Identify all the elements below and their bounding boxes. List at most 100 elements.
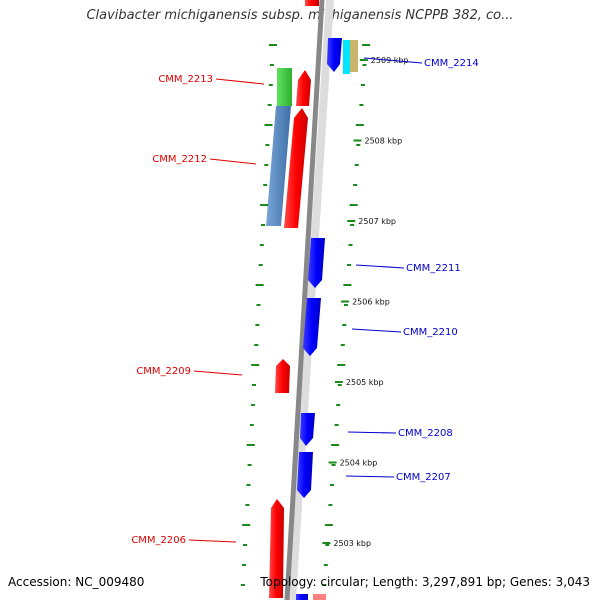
scale-tick-outer [340, 344, 345, 346]
gene-label-cmm-2210[interactable]: CMM_2210 [403, 327, 458, 338]
gene-label-cmm-2209[interactable]: CMM_2209 [136, 366, 191, 377]
gene-leader-line [209, 158, 257, 165]
gene-arrow-cmm-2211[interactable] [308, 238, 325, 288]
gene-arrow-cmm-2214[interactable] [327, 38, 342, 72]
scale-major-tick [341, 300, 350, 303]
scale-tick-inner [264, 164, 269, 166]
scale-tick-outer [347, 264, 351, 266]
scale-tick-label: 2507 kbp [358, 217, 396, 226]
scale-tick-inner [246, 444, 255, 446]
gene-label-cmm-2211[interactable]: CMM_2211 [406, 263, 461, 274]
gene-arrow-cmm-2213[interactable] [296, 70, 311, 106]
scale-tick-outer [336, 404, 341, 406]
scale-tick-inner [242, 524, 251, 526]
feature-green[interactable] [277, 68, 292, 106]
gene-label-cmm-2206[interactable]: CMM_2206 [131, 535, 186, 546]
gene-arrow-cmm-2206[interactable] [269, 499, 284, 598]
gene-arrow-cmm-2209[interactable] [275, 359, 290, 393]
scale-tick-inner [256, 304, 261, 306]
gene-arrow-cmm-2207[interactable] [297, 452, 313, 498]
scale-tick-label: 2504 kbp [340, 459, 378, 468]
scale-tick-inner [254, 344, 259, 346]
gene-leader-line [351, 328, 402, 333]
scale-major-tick [322, 542, 331, 544]
scale-tick-inner [267, 104, 272, 106]
gene-label-cmm-2208[interactable]: CMM_2208 [398, 428, 453, 439]
gene-leader-line [347, 431, 397, 434]
scale-tick-outer [325, 544, 330, 546]
feature-tan[interactable] [350, 40, 358, 72]
scale-tick-inner [252, 384, 256, 386]
gene-label-cmm-2207[interactable]: CMM_2207 [396, 472, 451, 483]
gene-arrow-cmm-2208[interactable] [300, 413, 315, 446]
genome-info-text: Topology: circular; Length: 3,297,891 bp… [260, 575, 590, 589]
scale-tick-inner [250, 404, 255, 406]
scale-tick-inner [255, 284, 264, 286]
scale-tick-outer [323, 564, 328, 566]
scale-tick-outer [331, 464, 336, 466]
gene-arrow-cmm-2212[interactable] [284, 108, 308, 228]
gene-leader-line [215, 78, 265, 85]
scale-major-tick [334, 381, 343, 383]
scale-tick-outer [359, 104, 364, 106]
scale-tick-outer [322, 584, 327, 586]
scale-tick-outer [337, 384, 342, 386]
scale-ticks [240, 44, 370, 586]
scale-tick-outer [348, 244, 353, 246]
gene-leader-line [355, 264, 405, 269]
scale-tick-outer [328, 504, 333, 506]
scale-tick-outer [334, 424, 339, 426]
scale-tick-outer [350, 224, 355, 226]
scale-tick-label: 2503 kbp [333, 539, 371, 548]
scale-tick-inner [265, 144, 270, 146]
gene-partial-bottom-reverse[interactable] [296, 594, 308, 600]
scale-tick-inner [249, 424, 254, 426]
scale-tick-inner [243, 544, 248, 546]
gene-leader-line [188, 539, 237, 543]
feature-cyan[interactable] [343, 40, 350, 74]
scale-tick-outer [330, 484, 334, 486]
scale-tick-outer [324, 524, 333, 526]
backbone-line [284, 0, 325, 600]
scale-tick-inner [247, 464, 252, 466]
gene-arrow-cmm-2210[interactable] [303, 298, 321, 356]
accession-text: Accession: NC_009480 [8, 575, 145, 589]
feature-steelblue[interactable] [266, 106, 291, 226]
scale-tick-outer [353, 184, 358, 186]
scale-tick-inner [251, 364, 260, 366]
scale-tick-outer [355, 124, 364, 126]
scale-tick-inner [269, 44, 277, 46]
scale-tick-inner [260, 204, 269, 206]
gene-partial-bottom-forward[interactable] [313, 594, 326, 600]
gene-leader-line [193, 370, 243, 376]
scale-tick-inner [264, 124, 273, 126]
gene-leader-line [345, 475, 395, 478]
gene-partial-top[interactable] [305, 0, 319, 6]
scale-tick-outer [337, 364, 346, 366]
scale-tick-inner [269, 64, 274, 66]
scale-tick-outer [362, 64, 367, 66]
gene-labels: CMM_2214 CMM_2213 CMM_2212 CMM_2211 CMM_2210… [131, 57, 479, 546]
scale-tick-label: 2508 kbp [365, 137, 403, 146]
gene-label-cmm-2213[interactable]: CMM_2213 [158, 74, 213, 85]
scale-tick-outer [331, 444, 340, 446]
scale-tick-inner [258, 264, 263, 266]
scale-major-tick [328, 461, 337, 464]
scale-tick-label: 2506 kbp [352, 298, 390, 307]
scale-tick-inner [246, 484, 251, 486]
scale-tick-outer [356, 144, 361, 146]
gene-label-cmm-2212[interactable]: CMM_2212 [152, 154, 207, 165]
scale-tick-label: 2505 kbp [346, 378, 384, 387]
map-title: Clavibacter michiganensis subsp. michiga… [86, 8, 514, 23]
scale-tick-inner [245, 504, 250, 506]
scale-major-tick [347, 220, 356, 222]
scale-tick-inner [263, 184, 268, 186]
scale-major-tick [359, 59, 368, 61]
gene-label-cmm-2214[interactable]: CMM_2214 [424, 58, 479, 69]
scale-tick-outer [362, 44, 370, 46]
scale-tick-inner [255, 324, 260, 326]
scale-tick-outer [343, 304, 348, 306]
scale-tick-outer [342, 324, 347, 326]
scale-tick-outer [354, 164, 359, 166]
